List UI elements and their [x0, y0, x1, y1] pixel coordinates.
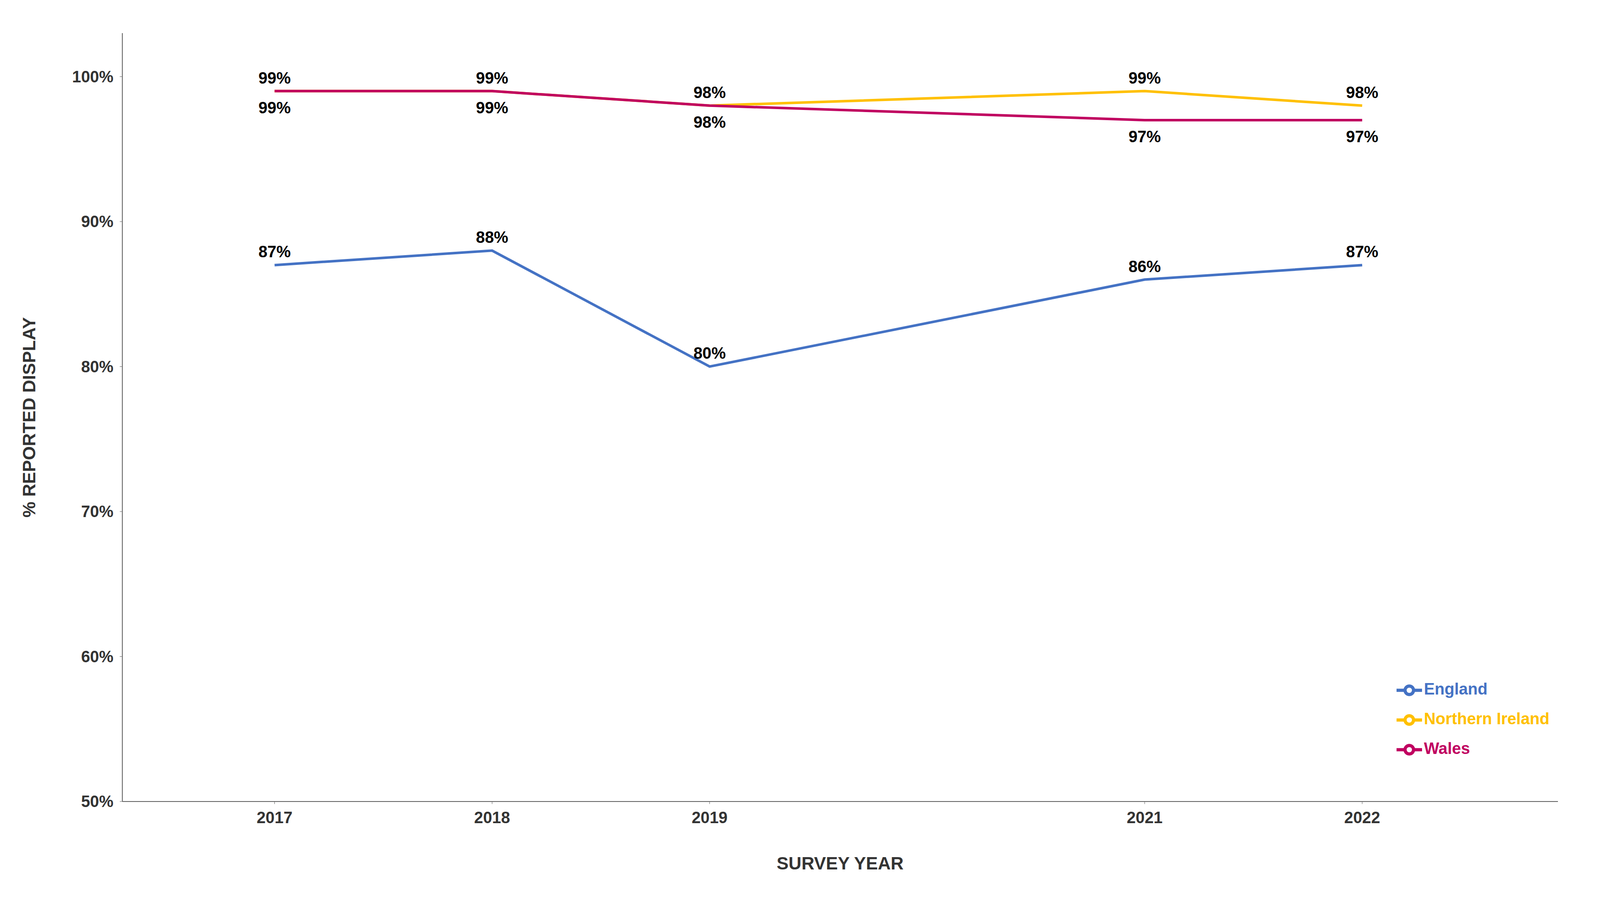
svg-text:80%: 80% [81, 358, 114, 376]
svg-text:98%: 98% [693, 83, 726, 102]
svg-text:97%: 97% [1128, 127, 1161, 146]
svg-text:98%: 98% [693, 113, 726, 132]
svg-text:88%: 88% [476, 228, 509, 247]
svg-text:98%: 98% [1346, 83, 1379, 102]
svg-text:100%: 100% [72, 67, 114, 86]
svg-text:SURVEY YEAR: SURVEY YEAR [776, 853, 904, 874]
svg-text:99%: 99% [1128, 69, 1161, 88]
svg-text:2021: 2021 [1126, 809, 1163, 827]
svg-text:99%: 99% [476, 69, 509, 88]
svg-text:99%: 99% [258, 98, 291, 117]
svg-text:99%: 99% [476, 98, 509, 117]
svg-text:60%: 60% [81, 648, 114, 666]
html-text:Northern Ireland: Northern Ireland [1423, 710, 1550, 729]
svg-text:50%: 50% [81, 792, 114, 811]
svg-text:90%: 90% [81, 212, 114, 231]
html-text:England: England [1423, 680, 1488, 699]
svg-text:87%: 87% [258, 242, 291, 261]
svg-text:70%: 70% [81, 502, 114, 521]
svg-text:86%: 86% [1128, 257, 1161, 276]
svg-text:% REPORTED DISPLAY: % REPORTED DISPLAY [19, 317, 40, 518]
svg-text:2022: 2022 [1344, 809, 1381, 827]
svg-text:99%: 99% [258, 69, 291, 88]
svg-text:2017: 2017 [256, 809, 293, 827]
svg-text:2018: 2018 [474, 809, 511, 827]
svg-text:87%: 87% [1346, 242, 1379, 261]
svg-text:80%: 80% [693, 344, 726, 363]
svg-text:2019: 2019 [691, 809, 728, 827]
svg-text:97%: 97% [1346, 127, 1379, 146]
html-text:Wales: Wales [1423, 739, 1470, 758]
